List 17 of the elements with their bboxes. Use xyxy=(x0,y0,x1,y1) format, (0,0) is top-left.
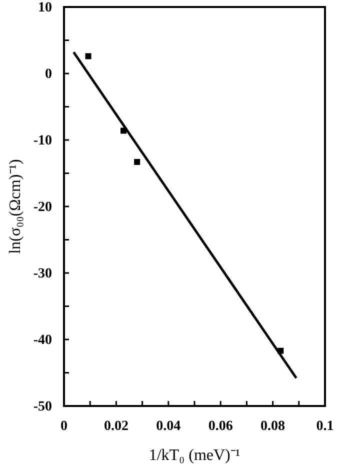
y-axis-title: ln(σ₀₀(Ωcm)⁻¹) xyxy=(7,159,24,254)
y-tick-label: -50 xyxy=(33,399,52,414)
y-tick-label: -30 xyxy=(33,266,52,282)
point xyxy=(134,158,140,165)
y-tick-label: 10 xyxy=(38,0,52,16)
y-tick-label: -20 xyxy=(33,200,52,215)
x-tick-label: 0.1 xyxy=(316,418,334,434)
y-tick-label: 0 xyxy=(45,66,52,82)
x-tick-label: 0.08 xyxy=(260,418,286,434)
point xyxy=(85,53,92,60)
y-tick-label: -40 xyxy=(33,332,52,348)
x-tick-label: 0.02 xyxy=(104,418,128,434)
x-tick-label: 0.06 xyxy=(208,418,233,434)
y-tick-label: -10 xyxy=(33,133,52,148)
x-tick-label: 0.04 xyxy=(156,418,181,434)
x-tick-label: 0 xyxy=(60,418,68,434)
x-axis-title: 1/kT₀ (meV)⁻¹ xyxy=(148,447,240,464)
